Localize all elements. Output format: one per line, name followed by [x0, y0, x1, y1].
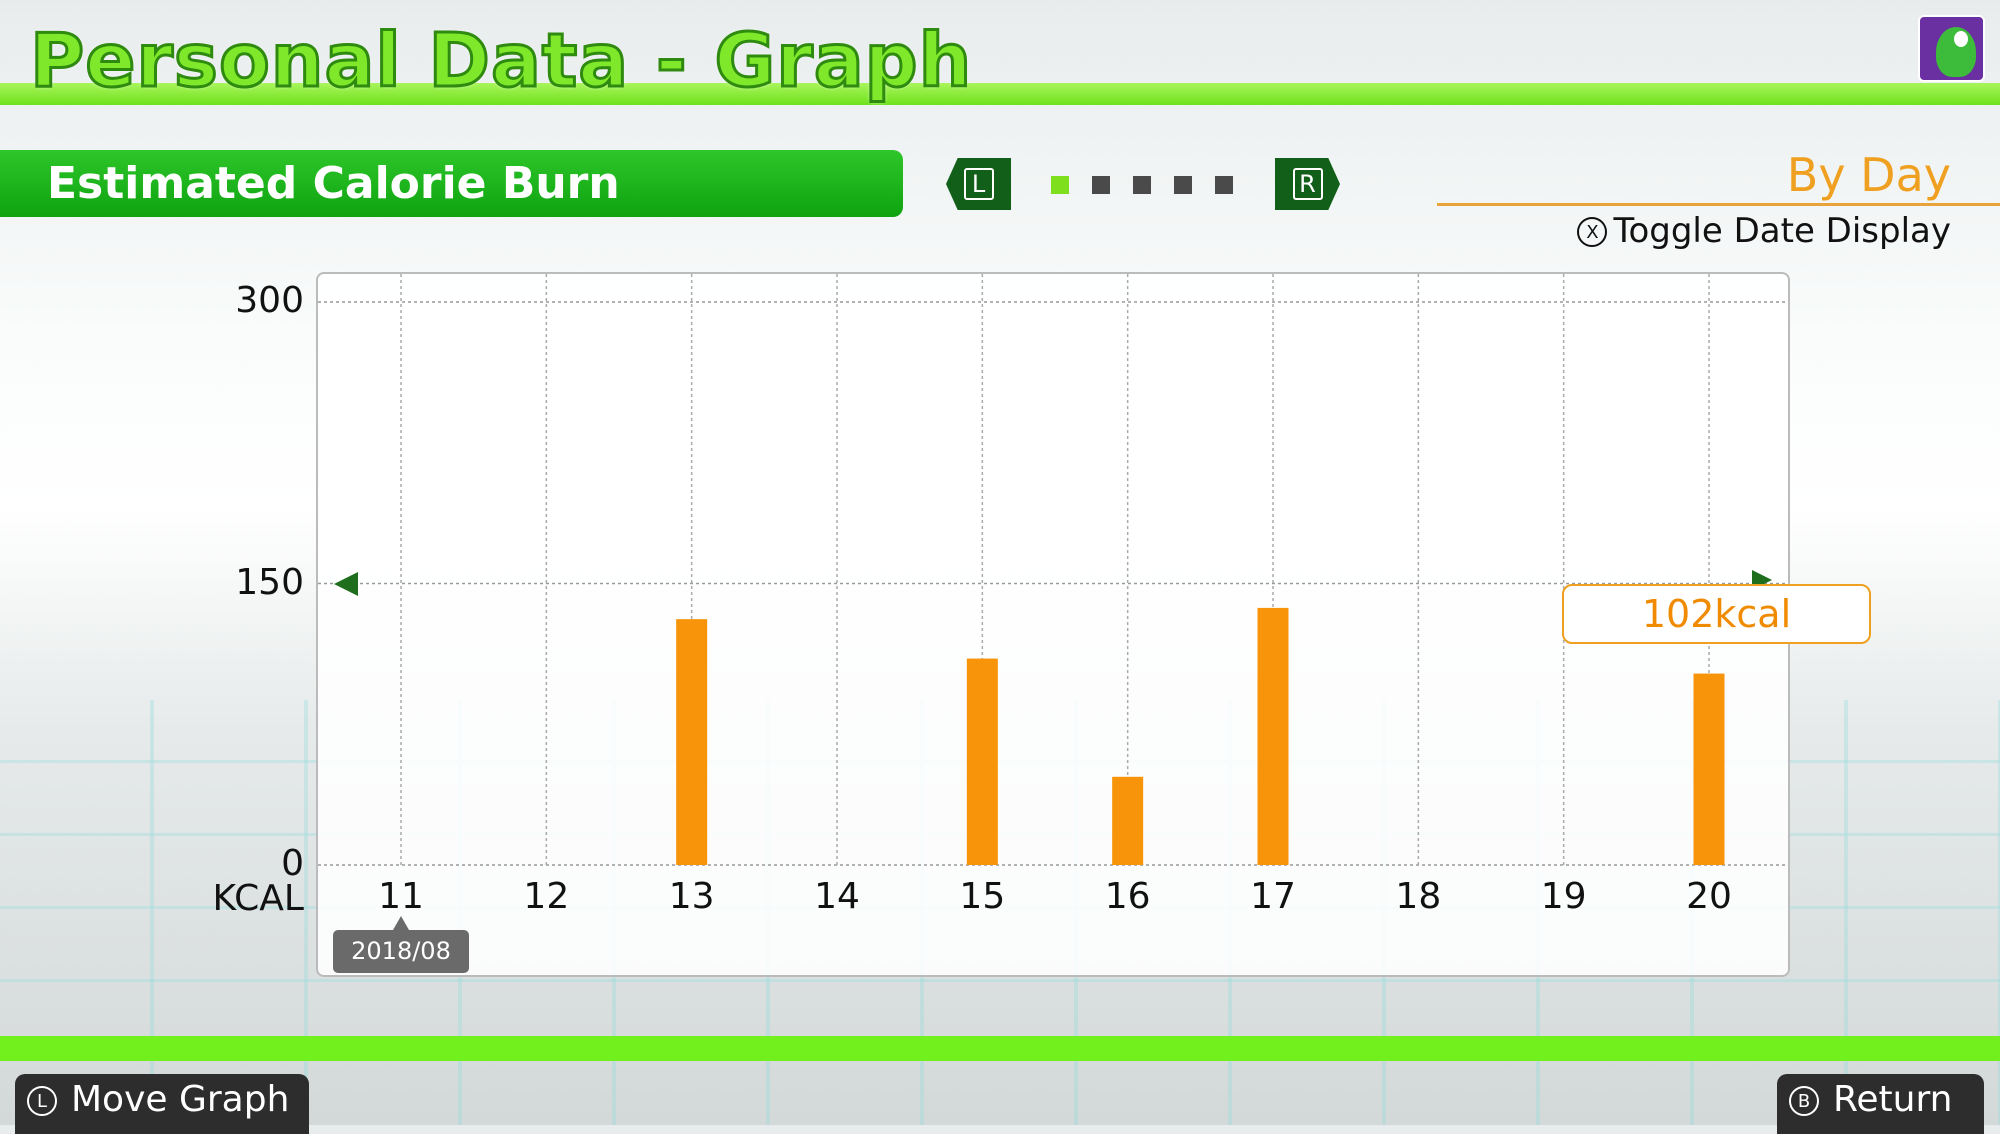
- x-tick-20: 20: [1686, 876, 1732, 917]
- l-button-label: L: [963, 168, 994, 200]
- y-axis-label: KCAL: [212, 878, 304, 919]
- r-button-label: R: [1292, 168, 1323, 200]
- l-stick-icon: L: [27, 1086, 57, 1116]
- toggle-date-display-button[interactable]: X Toggle Date Display: [1577, 211, 1951, 251]
- x-tick-12: 12: [523, 876, 570, 917]
- page-dot-4: [1174, 176, 1192, 194]
- y-tick-300: 300: [235, 280, 304, 321]
- date-tag: 2018/08: [333, 916, 469, 973]
- chart-panel: [316, 272, 1790, 977]
- page-dot-5: [1215, 176, 1233, 194]
- move-graph-button[interactable]: L Move Graph: [15, 1074, 310, 1134]
- return-button[interactable]: B Return: [1777, 1074, 1984, 1134]
- bar-20[interactable]: [1693, 673, 1725, 865]
- page-dot-1: [1051, 176, 1069, 194]
- bar-15[interactable]: [966, 658, 998, 865]
- x-tick-17: 17: [1250, 876, 1296, 917]
- toggle-label: Toggle Date Display: [1613, 211, 1951, 251]
- footer-line: [0, 1036, 2000, 1061]
- mode-label: By Day: [1786, 148, 1951, 202]
- bar-13[interactable]: [676, 619, 708, 865]
- selected-value-callout: 102kcal: [1562, 584, 1871, 644]
- page-dot-3: [1133, 176, 1151, 194]
- x-tick-15: 15: [959, 876, 1006, 917]
- yoshi-avatar-icon: [1918, 15, 1985, 82]
- x-tick-18: 18: [1395, 876, 1442, 917]
- scroll-left-arrow-icon[interactable]: [334, 572, 358, 596]
- x-tick-14: 14: [814, 876, 860, 917]
- page-title: Personal Data - Graph: [28, 17, 973, 106]
- x-tick-13: 13: [668, 876, 715, 917]
- y-tick-0: 0: [281, 843, 304, 884]
- l-button[interactable]: L: [946, 158, 1011, 210]
- bar-16[interactable]: [1112, 776, 1144, 865]
- x-tick-11: 11: [378, 876, 424, 917]
- page-dot-2: [1092, 176, 1110, 194]
- mode-underline: [1437, 203, 2000, 206]
- x-button-icon: X: [1577, 217, 1608, 247]
- bar-17[interactable]: [1257, 607, 1289, 865]
- graph-type-label: Estimated Calorie Burn: [0, 150, 903, 217]
- title-underline: [0, 83, 2000, 105]
- b-button-icon: B: [1789, 1086, 1819, 1116]
- y-tick-150: 150: [235, 562, 304, 603]
- x-tick-19: 19: [1540, 876, 1587, 917]
- return-label: Return: [1833, 1079, 1953, 1120]
- r-button[interactable]: R: [1275, 158, 1340, 210]
- x-tick-16: 16: [1104, 876, 1151, 917]
- move-graph-label: Move Graph: [71, 1079, 290, 1120]
